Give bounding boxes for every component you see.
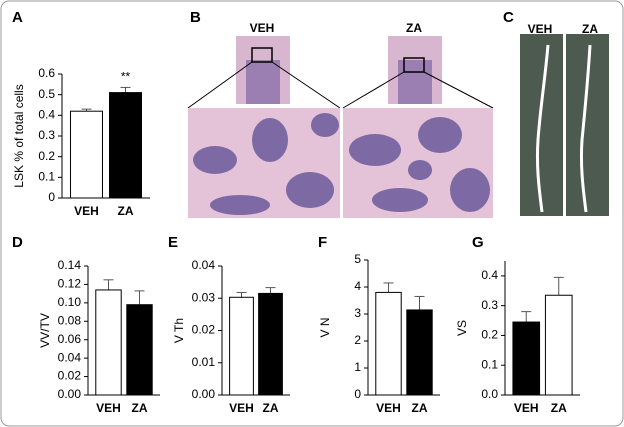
histology-images [187, 36, 494, 218]
bar [126, 304, 153, 396]
bar [406, 309, 433, 396]
y-tick-label: 0.5 [38, 87, 55, 101]
image-label: VEH [528, 22, 553, 36]
x-tick-label: ZA [118, 204, 134, 218]
y-tick-label: 0.6 [38, 66, 55, 80]
annotation: ** [121, 70, 131, 84]
y-tick-label: 0.00 [192, 387, 216, 401]
bone-vasculature [535, 44, 550, 213]
y-tick-label: 0.1 [38, 170, 55, 184]
x-tick-label: ZA [132, 401, 148, 415]
y-tick-label: 0.2 [481, 328, 498, 342]
y-tick-label: 0.12 [58, 277, 82, 291]
y-axis-label: LSK % of total cells [12, 84, 26, 187]
y-tick-label: 0.08 [58, 313, 82, 327]
y-tick-label: 0.4 [481, 268, 498, 282]
bar [95, 289, 122, 396]
panel-label: F [318, 234, 327, 251]
y-tick-label: 1 [354, 360, 361, 374]
x-tick-label: ZA [551, 401, 567, 415]
y-tick-label: 4 [354, 279, 361, 293]
panel-label: G [472, 234, 484, 251]
bar [70, 110, 103, 199]
image-label: ZA [406, 21, 422, 35]
y-tick-label: 0.02 [58, 369, 82, 383]
y-tick-label: 0.00 [58, 387, 82, 401]
image-label: VEH [250, 21, 275, 35]
y-tick-label: 0.4 [38, 108, 55, 122]
y-tick-label: 0.03 [192, 290, 216, 304]
y-tick-label: 0 [354, 387, 361, 401]
y-tick-label: 0.14 [58, 258, 82, 272]
y-tick-label: 0.01 [192, 355, 216, 369]
x-tick-label: VEH [96, 401, 121, 415]
y-axis-label: VS [455, 320, 469, 336]
panel-label: D [12, 234, 23, 251]
y-tick-label: 2 [354, 333, 361, 347]
y-tick-label: 0.04 [192, 258, 216, 272]
bar [512, 321, 541, 396]
y-axis-label: V N [318, 317, 332, 337]
x-tick-label: ZA [412, 401, 428, 415]
bar [544, 294, 573, 396]
image-label: ZA [582, 22, 598, 36]
y-tick-label: 0.3 [481, 298, 498, 312]
y-tick-label: 0.02 [192, 323, 216, 337]
y-axis-label: V Th [172, 318, 186, 343]
panel-label: A [12, 9, 23, 26]
y-tick-label: 0.1 [481, 357, 498, 371]
y-tick-label: 5 [354, 252, 361, 266]
bone-vasculature [579, 44, 592, 213]
x-tick-label: VEH [376, 401, 401, 415]
x-tick-label: VEH [229, 401, 254, 415]
microct-image [520, 34, 563, 216]
panel-label: E [168, 234, 178, 251]
y-tick-label: 0 [48, 190, 55, 204]
x-tick-label: VEH [74, 204, 99, 218]
panel-label: B [190, 9, 201, 26]
bar [229, 296, 254, 396]
y-tick-label: 0.10 [58, 295, 82, 309]
y-tick-label: 0.2 [38, 149, 55, 163]
bar [258, 292, 283, 396]
y-tick-label: 0.06 [58, 332, 82, 346]
bar [109, 92, 142, 199]
y-axis-label: VV/TV [38, 313, 52, 348]
bar [375, 291, 402, 396]
y-tick-label: 0.3 [38, 128, 55, 142]
y-tick-label: 0.0 [481, 387, 498, 401]
panel-label: C [503, 9, 514, 26]
y-tick-label: 3 [354, 306, 361, 320]
x-tick-label: ZA [263, 401, 279, 415]
x-tick-label: VEH [514, 401, 539, 415]
y-tick-label: 0.04 [58, 350, 82, 364]
